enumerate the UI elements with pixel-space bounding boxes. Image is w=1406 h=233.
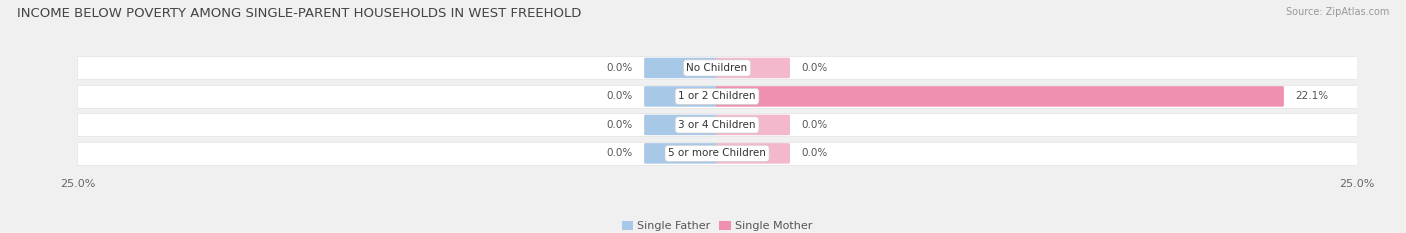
Text: 22.1%: 22.1% [1295,91,1329,101]
Text: Source: ZipAtlas.com: Source: ZipAtlas.com [1285,7,1389,17]
Text: 0.0%: 0.0% [606,148,633,158]
Text: 0.0%: 0.0% [801,120,828,130]
FancyBboxPatch shape [716,115,790,135]
Text: 3 or 4 Children: 3 or 4 Children [678,120,756,130]
Text: 0.0%: 0.0% [801,148,828,158]
FancyBboxPatch shape [716,86,1284,107]
FancyBboxPatch shape [77,113,1357,137]
Text: INCOME BELOW POVERTY AMONG SINGLE-PARENT HOUSEHOLDS IN WEST FREEHOLD: INCOME BELOW POVERTY AMONG SINGLE-PARENT… [17,7,581,20]
FancyBboxPatch shape [644,58,718,78]
Legend: Single Father, Single Mother: Single Father, Single Mother [617,216,817,233]
Text: 1 or 2 Children: 1 or 2 Children [678,91,756,101]
FancyBboxPatch shape [644,143,718,164]
Text: 0.0%: 0.0% [606,120,633,130]
Text: 0.0%: 0.0% [801,63,828,73]
Text: 0.0%: 0.0% [606,63,633,73]
Text: 5 or more Children: 5 or more Children [668,148,766,158]
Text: 0.0%: 0.0% [606,91,633,101]
FancyBboxPatch shape [716,143,790,164]
FancyBboxPatch shape [644,115,718,135]
FancyBboxPatch shape [77,142,1357,165]
FancyBboxPatch shape [77,85,1357,108]
Text: No Children: No Children [686,63,748,73]
FancyBboxPatch shape [77,56,1357,79]
FancyBboxPatch shape [644,86,718,107]
FancyBboxPatch shape [716,58,790,78]
